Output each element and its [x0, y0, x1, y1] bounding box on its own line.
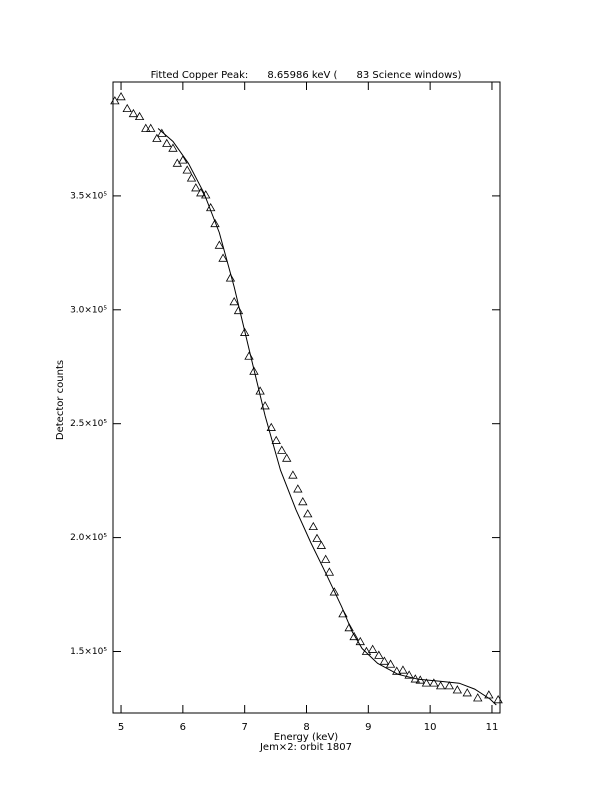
data-point: [298, 497, 308, 506]
x-tick-label: 6: [180, 722, 186, 733]
data-point: [421, 678, 432, 687]
data-point: [429, 678, 439, 687]
data-point: [233, 305, 244, 315]
x-tick-label: 5: [118, 722, 124, 733]
data-point: [344, 622, 354, 632]
data-point: [367, 644, 378, 653]
data-point: [141, 123, 151, 132]
data-point: [404, 670, 414, 679]
data-point: [324, 567, 335, 576]
x-tick-label: 7: [241, 722, 247, 733]
data-point: [385, 659, 396, 668]
data-point: [379, 656, 390, 665]
data-point: [398, 665, 408, 674]
y-tick-label: 3.5×10⁵: [70, 191, 107, 201]
data-point: [249, 366, 259, 375]
y-axis-label: Detector counts: [55, 360, 66, 440]
data-point: [229, 297, 239, 306]
data-point: [392, 666, 402, 675]
data-point: [374, 650, 384, 659]
data-point: [191, 183, 201, 192]
y-tick-label: 3.0×10⁵: [70, 305, 107, 315]
data-point: [288, 470, 298, 479]
x-axis-label: Energy (keV): [274, 732, 339, 743]
y-tick-label: 1.5×10⁵: [70, 647, 107, 657]
data-point: [239, 327, 250, 336]
data-point: [134, 111, 145, 121]
data-point: [186, 173, 197, 182]
data-point: [312, 533, 322, 542]
data-point: [329, 587, 340, 596]
x-tick-label: 10: [424, 722, 437, 733]
plot-frame: [112, 81, 501, 714]
data-point: [435, 681, 446, 690]
data-point: [452, 685, 463, 694]
x-tick-label: 9: [365, 722, 371, 733]
data-point: [110, 96, 120, 105]
data-point: [146, 123, 156, 132]
data-point: [182, 165, 192, 174]
fit-line: [157, 128, 497, 706]
chart-title: Fitted Copper Peak: 8.65986 keV ( 83 Sci…: [151, 70, 462, 81]
data-point: [122, 103, 132, 113]
subtitle: Jem×2: orbit 1807: [259, 742, 352, 753]
y-tick-label: 2.0×10⁵: [70, 533, 107, 543]
data-point: [308, 521, 318, 531]
data-point: [196, 188, 206, 197]
data-point: [116, 92, 126, 101]
data-point: [282, 453, 292, 462]
data-point: [162, 138, 172, 147]
data-point: [178, 155, 188, 164]
data-point: [444, 681, 454, 690]
data-point: [293, 484, 303, 493]
data-point: [128, 108, 139, 118]
data-point: [271, 435, 281, 444]
data-point: [277, 445, 287, 454]
data-point: [320, 554, 331, 563]
data-point: [225, 273, 236, 282]
data-point: [349, 631, 359, 641]
data-point: [168, 143, 178, 152]
x-tick-label: 11: [486, 722, 499, 733]
x-tick-label: 8: [303, 722, 309, 733]
data-point: [316, 540, 327, 549]
data-point: [462, 688, 472, 697]
data-point: [152, 133, 162, 142]
y-tick-label: 2.5×10⁵: [70, 419, 107, 429]
data-point: [157, 128, 167, 137]
data-point: [218, 253, 228, 262]
data-point: [473, 693, 483, 702]
data-point: [303, 509, 313, 518]
data-point: [210, 218, 220, 228]
data-point: [214, 240, 225, 249]
data-point: [493, 694, 503, 704]
data-point: [266, 422, 276, 431]
data-point: [244, 351, 254, 360]
